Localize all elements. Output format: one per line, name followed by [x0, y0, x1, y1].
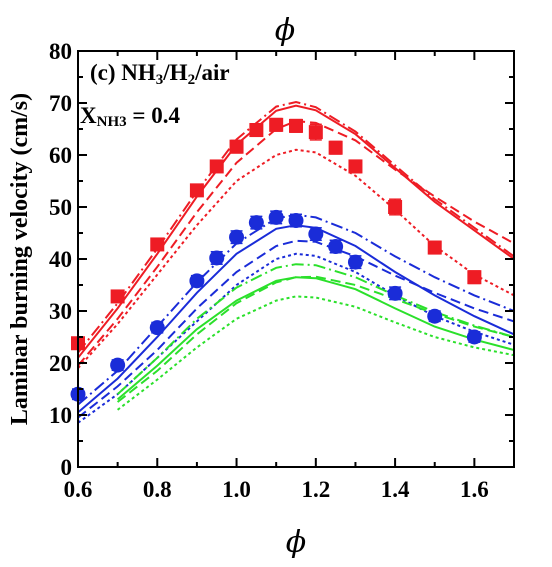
red-data-point: [467, 270, 482, 285]
red-data-point: [150, 237, 165, 252]
blue-data-point: [189, 273, 205, 289]
red-data-point: [308, 123, 323, 141]
blue-data-point: [466, 329, 482, 345]
red-data-point: [189, 183, 204, 198]
y-tick-label: 40: [49, 247, 72, 272]
annotation-ammonia-fraction: XNH3 = 0.4: [80, 103, 180, 130]
annotation-mixture: (c) NH3/H2/air: [90, 60, 230, 88]
x-tick-label: 1.2: [301, 477, 330, 502]
blue-data-point: [387, 285, 403, 301]
y-tick-label: 70: [49, 91, 72, 116]
blue-data-point: [427, 308, 443, 324]
blue-data-point: [110, 357, 126, 373]
experimental-points: [70, 117, 482, 402]
blue-data-point: [288, 213, 304, 229]
x-tick-label: 1.4: [381, 477, 410, 502]
green-dashed-model-line: [116, 275, 514, 403]
y-tick-label: 0: [61, 455, 73, 480]
red-data-point: [427, 240, 442, 255]
red-data-point: [289, 118, 303, 133]
red-data-point: [348, 159, 363, 174]
blue-data-point: [229, 229, 245, 245]
red-data-point: [388, 198, 403, 216]
red-data-point: [229, 139, 244, 154]
blue-data-point: [268, 209, 284, 225]
x-tick-label: 1.6: [460, 477, 489, 502]
red-data-point: [328, 140, 343, 155]
red-data-point: [209, 159, 224, 174]
x-tick-label: 0.6: [64, 477, 93, 502]
green-dotted-model-line: [116, 295, 514, 411]
y-tick-label: 30: [49, 299, 72, 324]
blue-data-point: [308, 226, 324, 242]
y-tick-label: 60: [49, 143, 72, 168]
blue-data-point: [347, 254, 363, 270]
y-tick-label: 10: [49, 403, 72, 428]
y-tick-label: 50: [49, 195, 72, 220]
blue-data-point: [209, 250, 225, 266]
blue-data-point: [149, 320, 165, 336]
y-tick-label: 80: [49, 39, 72, 64]
top-x-axis-label: ϕ: [275, 13, 295, 48]
x-axis-label: ϕ: [286, 525, 306, 560]
red-solid-model-line: [78, 104, 514, 359]
red-data-point: [249, 123, 264, 138]
red-data-point: [269, 117, 284, 132]
red-data-point: [110, 289, 125, 304]
blue-data-point: [248, 215, 264, 231]
red-dashdot-model-line: [78, 100, 514, 354]
x-tick-label: 1.0: [222, 477, 251, 502]
red-dotted-model-line: [78, 148, 514, 369]
y-tick-label: 20: [49, 351, 72, 376]
y-axis-label: Laminar burning velocity (cm/s): [7, 93, 33, 425]
x-tick-label: 0.8: [143, 477, 172, 502]
axis-ticks: 0.6 0.8 1.0 1.2 1.4 1.6 0 10 20 30 40 50 60 70 80: [49, 39, 515, 502]
blue-data-point: [328, 239, 344, 255]
